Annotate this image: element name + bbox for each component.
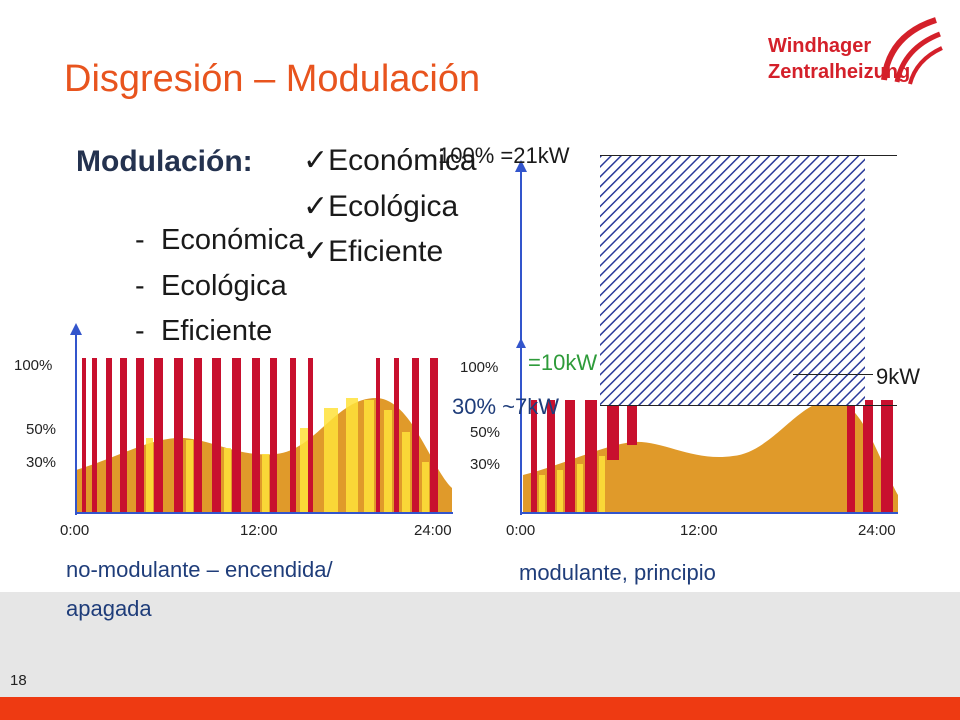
- check-item: ✓Ecológica: [303, 190, 459, 223]
- right-y-tick: 30%: [470, 456, 501, 473]
- left-x-tick: 0:00: [60, 522, 90, 539]
- right-y-axis-arrow: [515, 160, 527, 172]
- logo-line2: Zentralheizung: [768, 61, 910, 83]
- label-30-7kw: 30% ~7kW: [452, 394, 559, 419]
- right-x-tick: 12:00: [680, 522, 718, 539]
- right-chart-area: [523, 400, 898, 512]
- slide-title: Disgresión – Modulación: [64, 58, 481, 100]
- line-7kw: [600, 405, 897, 406]
- label-9kw: 9kW: [876, 364, 920, 389]
- left-y-axis: [75, 325, 77, 515]
- logo-line1: Windhager: [768, 35, 871, 57]
- check-item-label: Eficiente: [328, 235, 444, 268]
- dash-item-label: Económica: [161, 224, 305, 256]
- right-demand-curve: [523, 400, 898, 512]
- check-item: ✓Eficiente: [303, 235, 444, 268]
- page-number: 18: [10, 672, 27, 689]
- right-x-axis: [520, 512, 898, 514]
- windhager-logo: Windhager Zentralheizung: [768, 17, 943, 85]
- line-9kw: [793, 374, 873, 375]
- modulation-heading: Modulación:: [76, 145, 253, 178]
- right-chart-graphic: [523, 400, 898, 512]
- dash-item: - Ecológica: [135, 270, 287, 302]
- left-chart-graphic: [76, 358, 452, 512]
- label-10kw: =10kW: [528, 350, 598, 375]
- check-item-label: Económica: [328, 144, 477, 177]
- dash-item-label: Ecológica: [161, 270, 287, 302]
- right-y-tick: 100%: [460, 359, 499, 376]
- left-x-tick: 24:00: [414, 522, 452, 539]
- right-caption: modulante, principio: [519, 560, 716, 585]
- check-item-label: Ecológica: [328, 190, 459, 223]
- bottom-accent-bar: [0, 697, 960, 720]
- dash-item-label: Eficiente: [161, 315, 273, 347]
- left-chart-area: [76, 358, 452, 512]
- left-y-axis-arrow: [70, 323, 82, 335]
- left-y-tick: 30%: [26, 454, 57, 471]
- right-y-axis-arrow-2: [516, 338, 526, 348]
- right-x-tick: 24:00: [858, 522, 896, 539]
- dash-item: - Económica: [135, 224, 305, 256]
- footer-band: [0, 592, 960, 698]
- right-x-tick: 0:00: [506, 522, 536, 539]
- left-x-axis: [75, 512, 453, 514]
- line-21kw: [600, 155, 897, 156]
- hatched-power-band: [600, 156, 865, 406]
- left-x-tick: 12:00: [240, 522, 278, 539]
- left-caption-line2: apagada: [66, 596, 152, 621]
- check-item: ✓Económica: [303, 144, 477, 177]
- left-y-tick: 100%: [14, 357, 53, 374]
- right-y-tick: 50%: [470, 424, 501, 441]
- left-y-tick: 50%: [26, 421, 57, 438]
- label-100-21kw: 100% =21kW: [438, 143, 570, 168]
- dash-item: - Eficiente: [135, 315, 273, 347]
- left-caption-line1: no-modulante – encendida/: [66, 557, 333, 582]
